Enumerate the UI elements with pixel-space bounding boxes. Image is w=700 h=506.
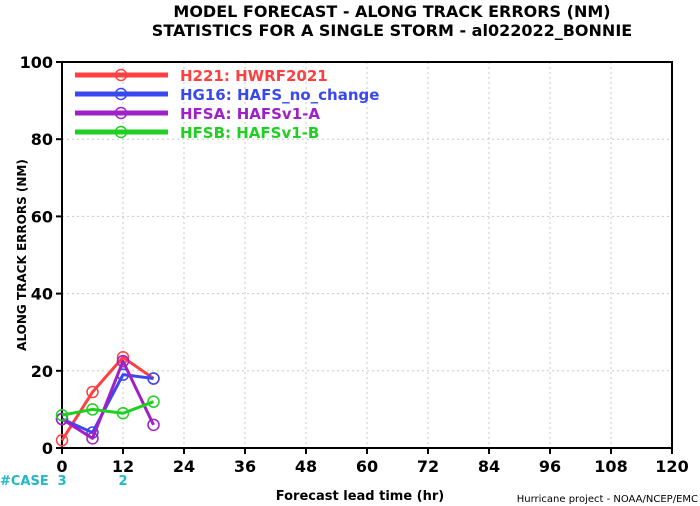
x-axis-label: Forecast lead time (hr) (276, 489, 444, 504)
data-point (86, 385, 99, 399)
chart-title: MODEL FORECAST - ALONG TRACK ERRORS (NM) (173, 2, 610, 21)
x-tick-label: 60 (356, 457, 378, 476)
series-line (61, 400, 155, 417)
plot-frame (61, 61, 673, 449)
x-tick-label: 96 (539, 457, 561, 476)
legend-swatch-marker (114, 87, 128, 101)
legend-entry-label: HG16: HAFS_no_change (180, 86, 379, 104)
data-point (55, 434, 69, 447)
y-tick-label: 20 (31, 362, 53, 381)
x-tick-label: 12 (112, 457, 134, 476)
data-point (55, 408, 69, 422)
x-tick-label: 48 (295, 457, 317, 476)
x-tick-label: 0 (56, 457, 67, 476)
y-axis-label: ALONG TRACK ERRORS (NM) (15, 159, 29, 351)
data-point (147, 418, 160, 432)
axis-ticks: 0 12 24 36 48 60 72 84 96 108 120 0 20 40 60 80 100 (20, 53, 689, 476)
data-point (147, 395, 160, 408)
y-tick-label: 0 (42, 439, 53, 458)
case-label: #CASE (0, 474, 49, 489)
data-point (86, 403, 99, 416)
legend-swatch-marker (114, 68, 128, 82)
x-tick-label: 72 (417, 457, 439, 476)
legend-swatch-marker (114, 106, 128, 120)
data-point (86, 432, 99, 445)
legend-entry-label: HFSA: HAFSv1-A (180, 105, 320, 123)
legend-entry-label: HFSB: HAFSv1-B (180, 124, 319, 142)
case-count: 2 (118, 474, 127, 489)
series-line (60, 355, 155, 442)
grid (62, 62, 672, 448)
legend-swatch-marker (114, 125, 128, 139)
data-point (116, 354, 130, 368)
x-tick-label: 108 (594, 457, 627, 476)
x-tick-label: 36 (234, 457, 256, 476)
y-tick-label: 80 (31, 130, 53, 149)
data-point (147, 372, 160, 385)
y-tick-label: 100 (20, 53, 53, 72)
data-point (116, 407, 130, 420)
x-tick-label: 84 (478, 457, 500, 476)
legend-entry-label: H221: HWRF2021 (180, 67, 328, 85)
x-tick-label: 24 (173, 457, 195, 476)
footer-credit: Hurricane project - NOAA/NCEP/EMC (517, 494, 698, 505)
x-tick-label: 120 (655, 457, 688, 476)
y-tick-label: 40 (31, 285, 53, 304)
series-line (61, 359, 155, 440)
data-point (55, 412, 69, 426)
case-count: 3 (57, 474, 66, 489)
y-tick-label: 60 (31, 207, 53, 226)
series-group (55, 351, 160, 447)
chart-subtitle: STATISTICS FOR A SINGLE STORM - al022022… (152, 21, 632, 40)
